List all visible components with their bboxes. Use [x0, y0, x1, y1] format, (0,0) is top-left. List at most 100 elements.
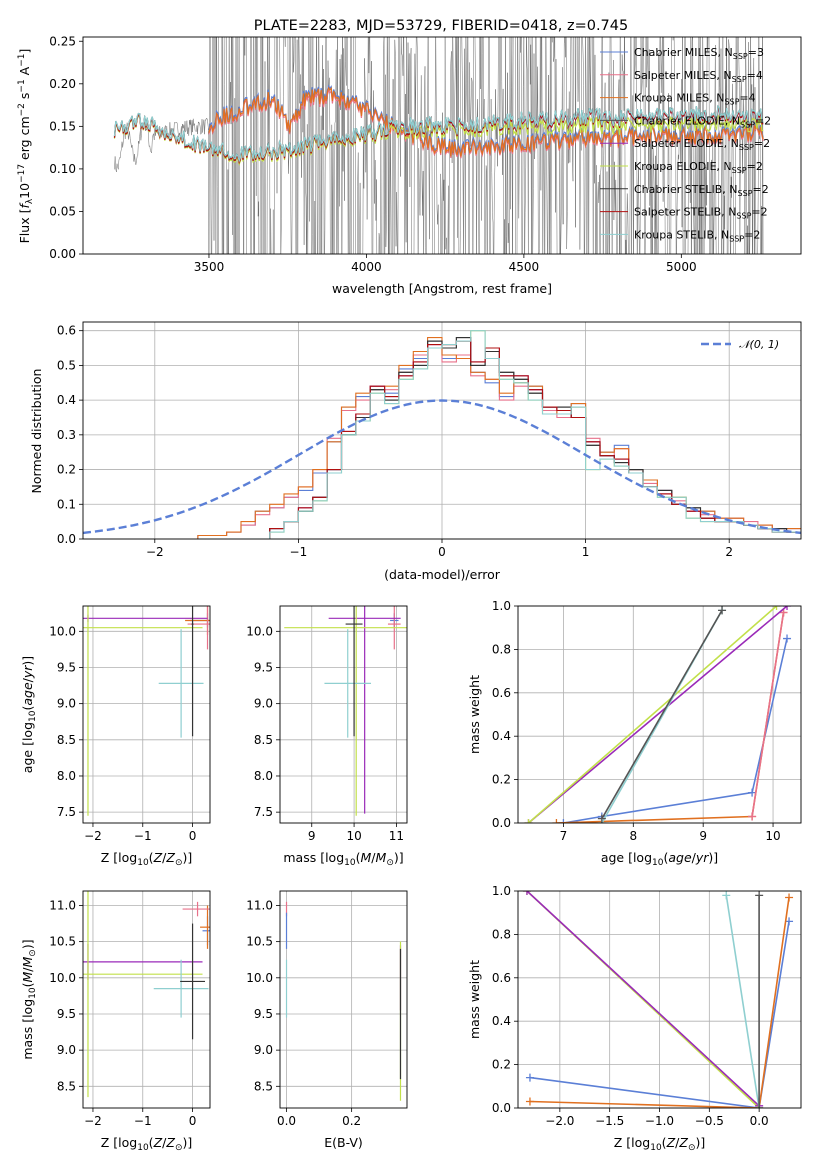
y-tick-label: 0.6 [492, 971, 511, 985]
x-tick-label: 0.0 [277, 1114, 296, 1128]
data-point-marker [783, 634, 792, 643]
model-series-line [113, 104, 764, 163]
legend-entry: Kroupa ELODIE, NSSP=2 [634, 160, 763, 175]
mass-weight-series [751, 612, 785, 817]
plot-area [285, 901, 402, 1101]
data-point-marker [522, 891, 531, 895]
legend-entry: Kroupa STELIB, NSSP=2 [634, 228, 760, 243]
mass-weight-series [527, 606, 778, 823]
y-tick-label: 0.2 [57, 463, 76, 477]
age-vs-metallicity-panel: −2 −1 0 7.5 8.0 8.5 9.0 9.5 10.0 Z [log10(Z/Z⊙)] a… [20, 605, 211, 868]
y-tick-label: 0.4 [57, 393, 76, 407]
axes-frame [517, 605, 802, 824]
normal-distribution-curve [83, 399, 801, 535]
mass-weight-series [556, 612, 785, 823]
data-point-marker [755, 891, 764, 900]
data-point-marker [524, 819, 533, 823]
y-tick-label: 9.0 [57, 697, 76, 711]
x-tick-label: 11 [389, 829, 404, 843]
data-point-marker [783, 606, 792, 610]
x-tick-label: 0 [438, 545, 446, 559]
x-tick-label: 1 [582, 545, 590, 559]
plot-area [524, 606, 792, 823]
y-tick-label: 10.0 [246, 624, 273, 638]
x-tick-label: 10 [765, 829, 780, 843]
data-point-marker [525, 1073, 534, 1082]
y-tick-label: 0.6 [492, 686, 511, 700]
data-point-marker [755, 1104, 764, 1108]
legend-entry: Chabrier ELODIE, NSSP=2 [634, 114, 771, 129]
x-axis-label: mass [log10(M/M⊙)] [283, 850, 403, 868]
plot-area [522, 891, 794, 1108]
y-tick-label: 7.5 [57, 805, 76, 819]
y-tick-label: 8.5 [57, 733, 76, 747]
legend-entry: Kroupa MILES, NSSP=4 [634, 92, 756, 107]
y-tick-label: 9.5 [254, 660, 273, 674]
mass-vs-metallicity-panel: −2 −1 0 8.5 9.0 9.5 10.0 10.5 11.0 Z [log10(Z/Z⊙)… [20, 890, 211, 1153]
histogram-series [197, 330, 801, 539]
x-tick-label: 10 [346, 829, 361, 843]
y-tick-label: 0.0 [57, 532, 76, 546]
age-vs-mass-panel: 9 10 11 7.5 8.0 8.5 9.0 9.5 10.0 mass [log10(M/M⊙… [246, 605, 408, 868]
y-tick-label: 0.00 [49, 247, 76, 261]
model-series-line [208, 84, 764, 155]
x-tick-label: −0.5 [695, 1114, 724, 1128]
x-axis-label: age [log10(age/yr)] [601, 850, 718, 868]
y-axis-label: age [log10(age/yr)] [20, 656, 38, 773]
x-tick-label: −2 [84, 1114, 102, 1128]
x-axis-label: (data-model)/error [384, 567, 501, 582]
plot-area [83, 330, 801, 539]
data-point-marker [785, 893, 794, 902]
x-tick-label: 7 [560, 829, 568, 843]
massweight-vs-metallicity-panel: −2.0 −1.5 −1.0 −0.5 0.0 0.0 0.2 0.4 0.6 0.8 1.0 Z [… [467, 884, 802, 1153]
data-point-marker [525, 1097, 534, 1106]
y-tick-label: 0.25 [49, 34, 76, 48]
legend-entry: Salpeter STELIB, NSSP=2 [634, 206, 768, 221]
x-tick-label: −2 [84, 829, 102, 843]
y-tick-label: 11.0 [49, 898, 76, 912]
x-axis-label: E(B-V) [324, 1135, 363, 1150]
y-axis-label: Normed distribution [29, 369, 44, 494]
x-tick-label: −1 [134, 1114, 152, 1128]
x-tick-label: 3500 [194, 260, 225, 274]
y-axis-label: mass [log10(M/M⊙)] [20, 939, 38, 1059]
y-tick-label: 0.15 [49, 119, 76, 133]
y-tick-label: 1.0 [492, 884, 511, 898]
y-tick-label: 0.3 [57, 428, 76, 442]
x-tick-label: 9 [699, 829, 707, 843]
plot-area [113, 37, 764, 254]
data-point-marker [718, 606, 727, 615]
y-tick-label: 0.4 [492, 1014, 511, 1028]
y-tick-label: 8.0 [254, 769, 273, 783]
y-tick-label: 8.5 [254, 733, 273, 747]
y-tick-label: 0.20 [49, 77, 76, 91]
data-point-marker [597, 814, 606, 823]
x-tick-label: 0 [189, 1114, 197, 1128]
mass-weight-series [563, 638, 788, 823]
data-point-marker [722, 891, 731, 900]
mass-weight-series [529, 897, 790, 1108]
axes-frame [279, 605, 408, 824]
observed-flux-trace [114, 37, 764, 254]
x-tick-label: 5000 [666, 260, 697, 274]
legend-entry: Salpeter MILES, NSSP=4 [634, 69, 763, 84]
x-tick-label: −1.5 [595, 1114, 624, 1128]
x-axis-label: Z [log10(Z/Z⊙)] [101, 850, 193, 868]
histogram-series [197, 340, 801, 539]
y-tick-label: 10.5 [246, 935, 273, 949]
legend-entry: Chabrier STELIB, NSSP=2 [634, 183, 769, 198]
axes-frame [82, 605, 211, 824]
data-point-marker [559, 819, 568, 823]
x-tick-label: 0 [189, 829, 197, 843]
data-point-marker [552, 819, 561, 823]
mass-vs-ebv-panel: 0.0 0.2 8.5 9.0 9.5 10.0 10.5 11.0 E(B-V) [246, 890, 408, 1150]
mass-weight-series [526, 891, 760, 1107]
y-tick-label: 9.0 [254, 697, 273, 711]
figure-title: PLATE=2283, MJD=53729, FIBERID=0418, z=0… [254, 18, 628, 34]
y-tick-label: 10.0 [246, 971, 273, 985]
y-axis-label: mass weight [467, 960, 482, 1039]
mass-weight-series [725, 895, 760, 1108]
data-point-marker [772, 606, 781, 610]
y-tick-label: 0.6 [57, 324, 76, 338]
x-tick-label: 2 [725, 545, 733, 559]
